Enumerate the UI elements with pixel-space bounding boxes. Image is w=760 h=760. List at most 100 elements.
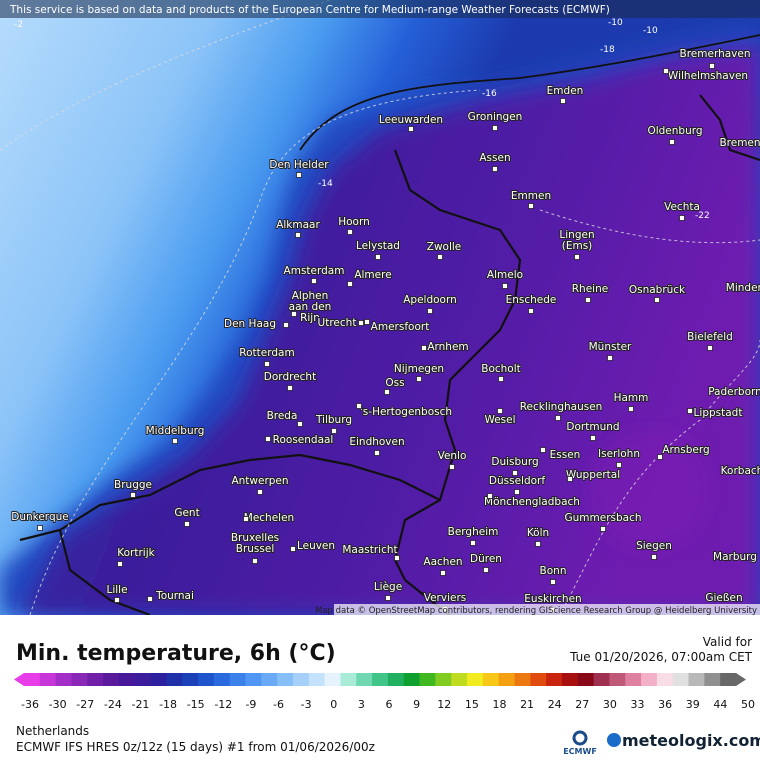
city-dot — [290, 546, 296, 552]
city-label: Tournai — [155, 590, 194, 602]
contour-label: -10 — [608, 18, 623, 28]
city-dot — [600, 526, 606, 532]
attribution-bar — [0, 0, 760, 18]
city-label: Rheine — [572, 283, 608, 295]
colorbar-swatch — [467, 673, 484, 686]
city-label: Middelburg — [146, 425, 205, 437]
city-dot — [437, 254, 443, 260]
city-dot — [147, 596, 153, 602]
city-label: Dunkerque — [11, 511, 68, 523]
city-label: Vechta — [664, 201, 700, 213]
city-label: Köln — [527, 527, 549, 539]
colorbar-tick-label: 50 — [741, 698, 755, 711]
city-label: Duisburg — [491, 456, 538, 468]
city-label: Düren — [470, 553, 502, 565]
city-label: Alkmaar — [276, 219, 320, 231]
city-label: Emden — [547, 85, 584, 97]
contours — [0, 0, 760, 615]
colorbar-swatch — [118, 673, 136, 686]
colorbar-swatch — [514, 673, 531, 686]
city-label: Münster — [589, 341, 632, 353]
city-label: Eindhoven — [349, 436, 404, 448]
colorbar-swatch — [150, 673, 167, 686]
city-label: Mechelen — [244, 512, 294, 524]
contour-label: -10 — [643, 26, 658, 36]
city-dot — [385, 595, 391, 601]
city-dot — [331, 428, 337, 434]
colorbar-swatch — [387, 673, 405, 686]
colorbar-swatch — [641, 673, 658, 686]
city-label: Siegen — [636, 540, 672, 552]
city-dot — [347, 229, 353, 235]
city-label: Bruxelles — [231, 532, 279, 544]
colorbar-swatch — [609, 673, 626, 686]
city-dot — [252, 558, 258, 564]
city-label: Dortmund — [566, 421, 619, 433]
colorbar-tick-label: 39 — [686, 698, 700, 711]
colorbar-tick-label: 18 — [492, 698, 506, 711]
city-label: Nijmegen — [394, 363, 444, 375]
colorbar-swatch — [356, 673, 373, 686]
city-dot — [408, 126, 414, 132]
city-dot — [574, 254, 580, 260]
city-label: Brussel — [236, 543, 275, 555]
city-dot — [707, 345, 713, 351]
colorbar-swatch — [577, 673, 595, 686]
city-dot — [375, 254, 381, 260]
colorbar-swatch — [308, 673, 326, 686]
colorbar-swatch — [24, 673, 41, 686]
city-label: Wesel — [484, 414, 515, 426]
colorbar-tick-label: -36 — [21, 698, 39, 711]
colorbar-swatch — [213, 673, 231, 686]
city-label: Amsterdam — [284, 265, 345, 277]
colorbar-swatch — [245, 673, 262, 686]
colorbar-tick-label: -15 — [187, 698, 205, 711]
city-dot — [687, 408, 693, 414]
city-label: Paderborn — [708, 386, 760, 398]
colorbar-tick-label: -18 — [159, 698, 177, 711]
city-dot — [172, 438, 178, 444]
colorbar-swatch — [55, 673, 72, 686]
contour-label: -2 — [14, 20, 23, 30]
city-label: Maastricht — [342, 544, 397, 556]
city-dot — [243, 516, 249, 522]
colorbar-tick-label: 3 — [358, 698, 365, 711]
city-label: Oss — [385, 377, 404, 389]
colorbar-swatch — [482, 673, 500, 686]
colorbar-tick-label: 24 — [548, 698, 562, 711]
city-label: Den Helder — [269, 159, 329, 171]
city-dot — [421, 345, 427, 351]
city-dot — [440, 570, 446, 576]
map-credit: Map data © OpenStreetMap contributors, r… — [315, 606, 757, 616]
city-label: Bremerhaven — [680, 48, 751, 60]
city-dot — [130, 492, 136, 498]
city-label: aan den — [289, 301, 332, 313]
city-label: Gummersbach — [564, 512, 641, 524]
colorbar-swatch — [625, 673, 642, 686]
borders — [19, 34, 760, 615]
city-dot — [528, 308, 534, 314]
colorbar-swatch — [261, 673, 278, 686]
colorbar-tick-label: 9 — [413, 698, 420, 711]
colorbar-swatch — [71, 673, 88, 686]
city-dot — [651, 554, 657, 560]
city-dot — [287, 385, 293, 391]
city-label: Arnhem — [427, 341, 468, 353]
site-icon — [607, 733, 621, 747]
city-dot — [295, 232, 301, 238]
colorbar-tick-label: 30 — [603, 698, 617, 711]
colorbar-swatch — [277, 673, 294, 686]
colorbar-swatch — [87, 673, 104, 686]
city-label: Leuven — [297, 540, 335, 552]
map: Bremerhaven Wilhelmshaven Emden Oldenburg Br… — [0, 0, 760, 615]
colorbar-tick-label: 21 — [520, 698, 534, 711]
city-label: Lingen — [559, 229, 594, 241]
city-dot — [567, 476, 573, 482]
city-label: Gießen — [705, 592, 742, 604]
city-dot — [297, 421, 303, 427]
city-dot — [364, 319, 370, 325]
city-dot — [657, 454, 663, 460]
colorbar-swatch — [451, 673, 468, 686]
city-dot — [296, 172, 302, 178]
city-label: Brugge — [114, 479, 152, 491]
